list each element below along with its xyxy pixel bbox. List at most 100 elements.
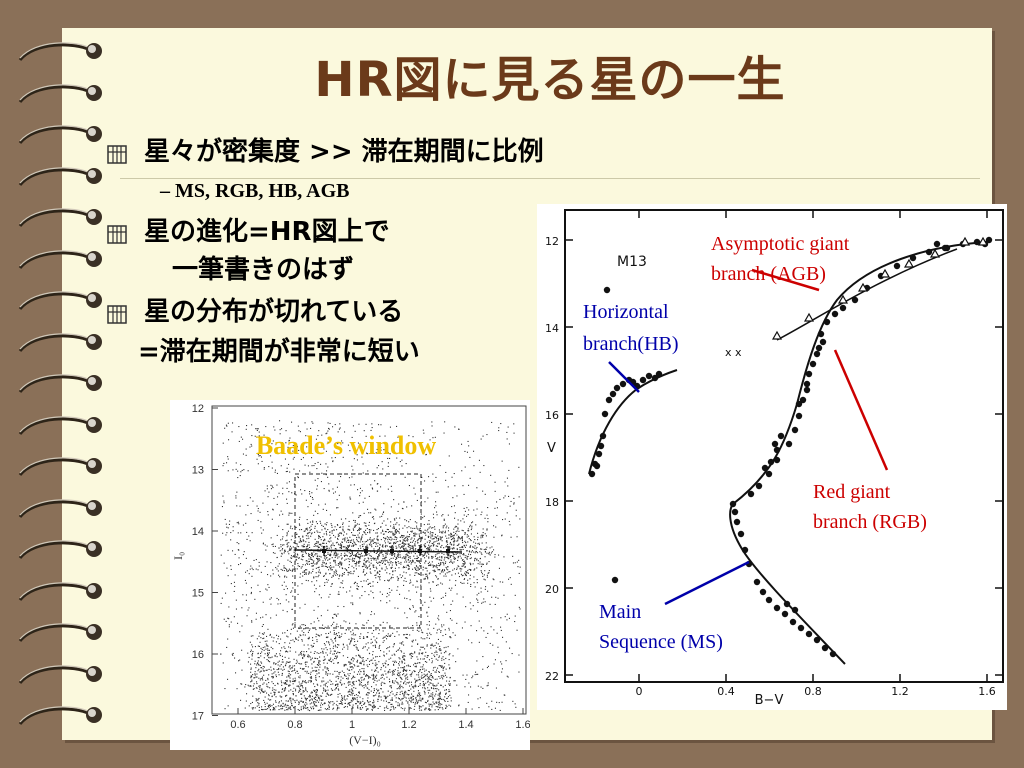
spiral-ring <box>18 332 102 352</box>
agb-triangle <box>879 268 891 278</box>
star-point <box>611 576 619 584</box>
ms-label-1: Main <box>599 601 641 623</box>
baade-window-label: Baade’s window <box>256 431 437 460</box>
spiral-ring <box>18 498 102 518</box>
star-point <box>773 456 781 464</box>
bullet-icon <box>107 145 127 164</box>
bullet-icon <box>107 225 127 244</box>
x-tick-label: 0.8 <box>804 685 822 698</box>
star-point <box>803 380 811 388</box>
star-point <box>803 386 811 394</box>
star-point <box>791 426 799 434</box>
x-tick-label: 0.6 <box>230 719 245 731</box>
star-point <box>813 350 821 358</box>
x-tick-label: 1.2 <box>891 685 909 698</box>
star-point <box>799 396 807 404</box>
spiral-ring <box>18 457 102 477</box>
star-point <box>789 618 797 626</box>
agb-label-1: Asymptotic giant <box>711 233 850 255</box>
star-point <box>619 380 627 388</box>
divider-line <box>120 178 980 179</box>
star-point <box>729 500 737 508</box>
star-point <box>733 518 741 526</box>
x-tick-label: 1.4 <box>458 719 473 731</box>
x-tick-label: 1.2 <box>401 719 416 731</box>
star-point <box>773 604 781 612</box>
star-point <box>805 370 813 378</box>
agb-pointer <box>751 268 820 292</box>
star-point <box>909 254 917 262</box>
spiral-ring <box>18 623 102 643</box>
star-point <box>819 338 827 346</box>
star-point <box>755 482 763 490</box>
star-point <box>829 650 837 658</box>
ms-label-2: Sequence (MS) <box>599 631 723 653</box>
star-points <box>588 236 993 658</box>
star-point <box>925 248 933 256</box>
star-point <box>815 344 823 352</box>
star-point <box>759 588 767 596</box>
x-ticks: 0.6 0.8 1 1.2 1.4 1.6 <box>230 708 531 731</box>
y-ticks: 12 13 14 15 16 17 <box>192 403 218 723</box>
star-point <box>795 412 803 420</box>
y-tick-label: 16 <box>192 649 204 661</box>
star-point <box>941 244 949 252</box>
bullet-icon <box>107 305 127 324</box>
star-point <box>933 240 941 248</box>
star-point <box>597 442 605 450</box>
y-tick-label: 17 <box>192 711 204 723</box>
baade-window-cmd: 12 13 14 15 16 17 0.6 0.8 1 1.2 1.4 1.6 I₀ (V−I)₀ … <box>170 400 531 750</box>
y-tick-label: 12 <box>545 235 559 248</box>
star-point <box>791 606 799 614</box>
spiral-ring <box>18 706 102 726</box>
agb-triangle <box>837 294 849 304</box>
agb-triangle <box>803 312 815 322</box>
star-point <box>639 376 647 384</box>
y-tick-label: 12 <box>192 403 204 415</box>
hb-pointer <box>608 361 640 393</box>
sub-bullet-text: MS, RGB, HB, AGB <box>175 180 350 202</box>
slide-title: HR図に見る星の一生 <box>314 52 786 108</box>
star-point <box>805 630 813 638</box>
bullet-3-line1: 星の分布が切れている <box>144 297 404 327</box>
star-point <box>831 310 839 318</box>
star-point <box>603 286 611 294</box>
agb-triangle <box>959 236 971 246</box>
star-point <box>651 374 659 382</box>
star-point <box>605 396 613 404</box>
star-point <box>781 610 789 618</box>
star-point <box>851 296 859 304</box>
star-point <box>893 262 901 270</box>
spiral-ring <box>18 249 102 269</box>
star-point <box>771 440 779 448</box>
star-point <box>591 460 599 468</box>
star-point <box>797 624 805 632</box>
star-point <box>823 318 831 326</box>
agb-triangle <box>977 236 989 246</box>
spiral-ring <box>18 83 102 103</box>
star-point <box>601 410 609 418</box>
x-axis-label: B−V <box>755 693 784 708</box>
star-point <box>767 458 775 466</box>
y-tick-label: 14 <box>192 526 204 538</box>
star-point <box>731 508 739 516</box>
star-point <box>655 370 663 378</box>
y-tick-label: 15 <box>192 588 204 600</box>
agb-curve <box>776 248 958 341</box>
star-point <box>761 464 769 472</box>
star-point <box>817 330 825 338</box>
ms-pointer <box>664 560 750 606</box>
bullet-2-line2: 一筆書きのはず <box>172 255 355 285</box>
y-tick-label: 22 <box>545 670 559 683</box>
spiral-ring <box>18 291 102 311</box>
agb-label-2: branch (AGB) <box>711 263 826 285</box>
x-tick-label: 1.6 <box>515 719 530 731</box>
star-point <box>785 440 793 448</box>
rgb-label-2: branch (RGB) <box>813 511 927 533</box>
star-point <box>985 236 993 244</box>
star-point <box>595 450 603 458</box>
hb-label-2: branch(HB) <box>583 333 679 355</box>
star-point <box>609 390 617 398</box>
x-tick-label: 1 <box>349 719 355 731</box>
spiral-ring <box>18 415 102 435</box>
